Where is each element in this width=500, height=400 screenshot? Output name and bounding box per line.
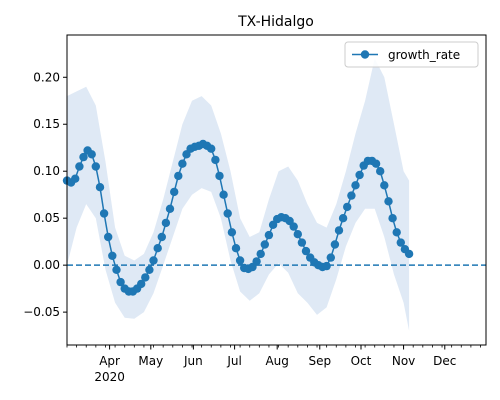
growth-rate-point: [99, 209, 109, 218]
growth-rate-point: [165, 204, 175, 213]
growth-rate-point: [215, 171, 224, 181]
growth-rate-point: [87, 150, 96, 159]
growth-rate-point: [178, 159, 187, 168]
x-tick-sublabel: 2020: [94, 370, 125, 384]
growth-rate-point: [75, 162, 84, 171]
growth-rate-point: [137, 279, 146, 289]
x-tick-label: Dec: [433, 354, 456, 368]
growth-rate-point: [207, 144, 216, 153]
growth-rate-point: [116, 277, 125, 287]
growth-rate-point: [326, 253, 335, 262]
legend: growth_rate: [344, 41, 479, 68]
x-tick-label: Aug: [265, 354, 288, 368]
y-tick-label: 0.20: [33, 70, 60, 84]
growth-rate-point: [330, 240, 340, 249]
growth-rate-point: [355, 170, 364, 180]
growth-rate-point: [71, 174, 80, 183]
x-tick-label: Nov: [392, 354, 415, 368]
growth-rate-point: [95, 183, 105, 192]
growth-rate-point: [343, 202, 352, 212]
growth-rate-point: [351, 181, 360, 190]
growth-rate-point: [322, 261, 331, 271]
growth-rate-point: [170, 187, 179, 197]
growth-rate-point: [161, 218, 171, 228]
growth-rate-point: [108, 251, 117, 260]
growth-rate-point: [235, 256, 245, 265]
y-tick-label: 0.00: [33, 258, 60, 272]
growth-rate-point: [149, 256, 158, 265]
growth-rate-point: [338, 214, 348, 223]
x-tick-label: Apr: [99, 354, 120, 368]
growth-rate-point: [145, 265, 154, 274]
growth-rate-point: [371, 159, 381, 168]
legend-marker-swatch: [360, 50, 370, 59]
growth-rate-point: [252, 257, 261, 266]
growth-rate-point: [260, 240, 269, 249]
growth-rate-point: [396, 238, 405, 247]
growth-rate-point: [174, 171, 183, 181]
growth-rate-point: [153, 244, 162, 253]
x-tick-label: Oct: [351, 354, 372, 368]
growth-rate-point: [392, 228, 401, 237]
growth-rate-point: [376, 167, 385, 176]
x-tick-label: Jun: [183, 354, 203, 368]
x-tick-label: May: [138, 354, 163, 368]
growth-rate-point: [91, 162, 101, 171]
y-tick-label: 0.15: [33, 117, 60, 131]
growth-rate-point: [384, 197, 393, 206]
growth-rate-point: [404, 249, 414, 259]
x-tick-label: Jul: [226, 354, 241, 368]
growth-rate-point: [157, 232, 166, 242]
growth-rate-point: [334, 226, 344, 235]
x-tick-label: Sep: [308, 354, 331, 368]
growth-rate-point: [347, 191, 356, 200]
growth-rate-point: [227, 228, 237, 237]
growth-rate-point: [112, 265, 121, 274]
growth-rate-point: [388, 214, 397, 223]
growth-rate-point: [104, 232, 113, 242]
growth-rate-point: [380, 181, 389, 190]
growth-rate-point: [211, 155, 220, 165]
legend-label: growth_rate: [388, 48, 460, 62]
growth-rate-point: [231, 244, 241, 253]
growth-rate-point: [256, 249, 265, 259]
growth-rate-point: [293, 230, 302, 239]
growth-rate-point: [264, 230, 274, 240]
growth-rate-point: [141, 273, 150, 282]
growth-rate-point: [223, 209, 232, 218]
growth-rate-point: [289, 222, 298, 231]
chart-title: TX-Hidalgo: [237, 14, 314, 30]
legend-box: [344, 41, 479, 68]
growth-rate-point: [297, 238, 307, 247]
y-tick-label: 0.10: [33, 164, 60, 178]
axes-frame: [66, 34, 487, 346]
y-tick-label: −0.05: [23, 305, 60, 319]
growth-rate-point: [79, 152, 88, 162]
plot-area: −0.05 0.00 0.05 0.10 0.15 0.20 Apr 2020 May Jun Ju…: [23, 34, 487, 384]
growth-rate-point: [219, 190, 228, 199]
y-tick-label: 0.05: [33, 211, 60, 225]
growth-rate-point: [301, 246, 311, 256]
